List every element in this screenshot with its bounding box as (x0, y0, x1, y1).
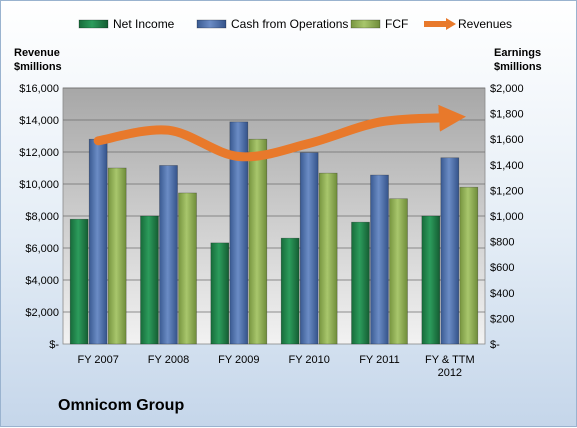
left-tick-label: $10,000 (19, 179, 59, 191)
legend-swatch (196, 19, 227, 29)
left-tick-label: $8,000 (25, 211, 59, 223)
left-tick-label: $12,000 (19, 147, 59, 159)
company-name: Omnicom Group (58, 397, 185, 414)
legend-swatch (350, 19, 381, 29)
left-tick-label: $2,000 (25, 307, 59, 319)
left-axis-title: Revenue (14, 47, 60, 59)
left-axis: $- $2,000 $4,000 $6,000 $8,000 $10,000 $12,000… (19, 83, 59, 351)
bar-net-income (210, 242, 230, 345)
revenue-line (93, 104, 466, 162)
category-label: 2012 (438, 367, 462, 379)
bar-fcf (389, 198, 408, 345)
bar-fcf (178, 192, 197, 345)
right-axis-title: Earnings (494, 47, 541, 59)
right-tick-label: $600 (490, 262, 514, 274)
legend-label: Net Income (113, 17, 175, 31)
bars-group (69, 121, 479, 345)
right-tick-label: $800 (490, 237, 514, 249)
bar-cash-from-operations (229, 121, 249, 345)
left-tick-label: $6,000 (25, 243, 59, 255)
legend-item-cash-from-operations: Cash from Operations (196, 17, 348, 31)
category-label: FY 2011 (359, 354, 400, 366)
left-tick-label: $14,000 (19, 115, 59, 127)
right-tick-label: $200 (490, 313, 514, 325)
right-tick-label: $1,000 (490, 211, 524, 223)
bar-cash-from-operations (299, 152, 319, 345)
category-label: FY 2007 (77, 354, 118, 366)
bar-net-income (69, 218, 89, 345)
bar-net-income (140, 215, 159, 345)
category-label: FY 2008 (148, 354, 189, 366)
legend: Net Income Cash from Operations FCF Revenue… (78, 17, 512, 31)
bar-net-income (421, 215, 441, 345)
legend-arrow-icon (446, 18, 456, 30)
category-label: FY 2010 (288, 354, 329, 366)
category-label: FY 2009 (218, 354, 259, 366)
x-axis: FY 2007 FY 2008 FY 2009 FY 2010 FY 2011 FY & … (77, 354, 474, 379)
left-axis-title: $millions (14, 61, 62, 73)
right-axis-title: $millions (494, 61, 542, 73)
category-label: FY & TTM (425, 354, 475, 366)
bar-fcf (459, 186, 479, 345)
legend-item-net-income: Net Income (78, 17, 175, 31)
bar-net-income (280, 237, 300, 345)
bar-fcf (248, 138, 268, 345)
left-tick-label: $- (49, 339, 59, 351)
legend-label: Cash from Operations (231, 17, 348, 31)
legend-label: Revenues (458, 17, 512, 31)
legend-item-fcf: FCF (350, 17, 408, 31)
left-tick-label: $16,000 (19, 83, 59, 95)
right-tick-label: $- (490, 339, 500, 351)
right-tick-label: $1,800 (490, 109, 524, 121)
left-tick-label: $4,000 (25, 275, 59, 287)
bar-cash-from-operations (370, 174, 389, 345)
bar-cash-from-operations (440, 157, 460, 345)
right-tick-label: $1,600 (490, 134, 524, 146)
legend-label: FCF (385, 17, 408, 31)
legend-item-revenues: Revenues (424, 17, 512, 31)
legend-swatch (78, 19, 109, 29)
right-tick-label: $1,200 (490, 185, 524, 197)
bar-cash-from-operations (159, 165, 178, 345)
right-tick-label: $400 (490, 288, 514, 300)
bar-cash-from-operations (88, 138, 108, 345)
right-axis: $- $200 $400 $600 $800 $1,000 $1,200 $1,400 $1,6… (490, 83, 524, 351)
bar-fcf (318, 172, 338, 345)
right-tick-label: $1,400 (490, 160, 524, 172)
bar-fcf (107, 167, 127, 345)
bar-net-income (351, 221, 370, 345)
revenue-line-group (93, 104, 466, 162)
axis-titles: Revenue $millions Earnings $millions (14, 47, 542, 73)
right-tick-label: $2,000 (490, 83, 524, 95)
